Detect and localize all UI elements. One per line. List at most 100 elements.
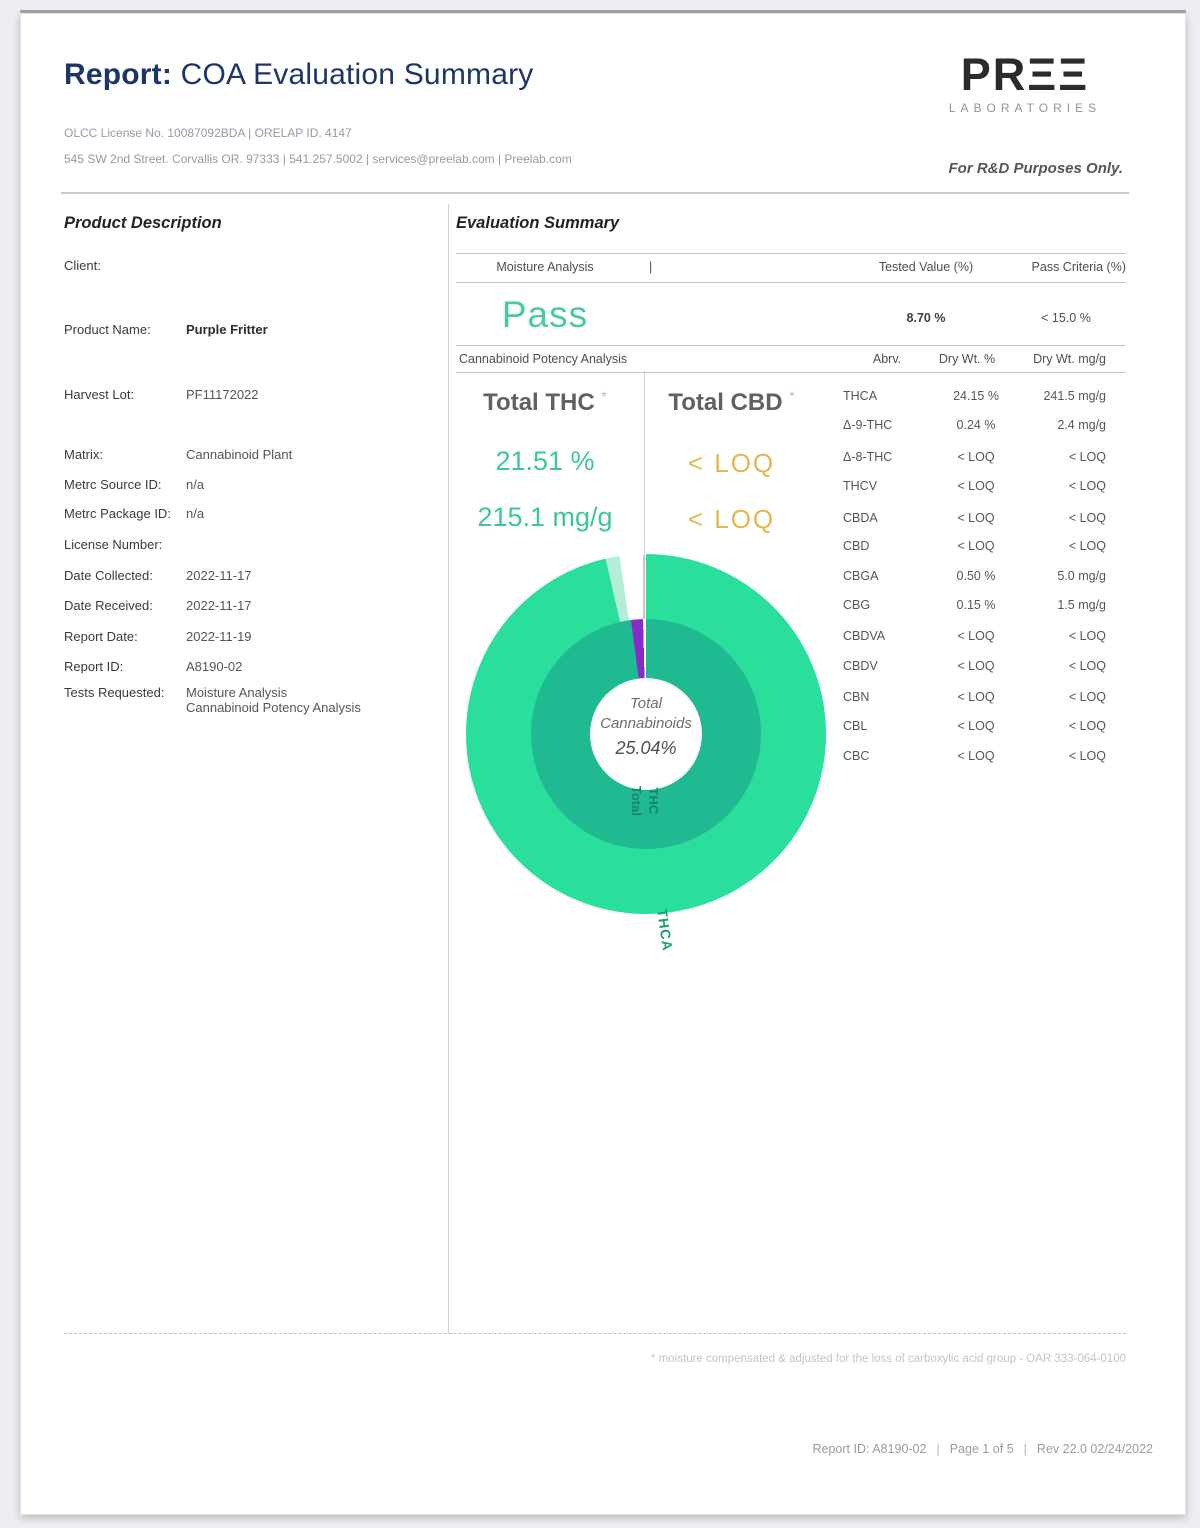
thc-asterisk: * bbox=[601, 388, 607, 404]
table-row-cbc: CBC < LOQ < LOQ bbox=[843, 749, 1106, 769]
moisture-tested-value: 8.70 % bbox=[906, 311, 946, 325]
column-divider bbox=[448, 204, 449, 1333]
page-title-rest: COA Evaluation Summary bbox=[172, 58, 534, 91]
table-row-cbda: CBDA < LOQ < LOQ bbox=[843, 511, 1106, 531]
cannabinoid-mgg: 5.0 mg/g bbox=[1057, 569, 1106, 583]
total-thc-percent: 21.51 % bbox=[495, 446, 595, 476]
product-description-heading: Product Description bbox=[64, 214, 222, 232]
total-cbd-mgg: < LOQ bbox=[687, 504, 776, 534]
lab-logo: PRΞΞ LABORATORIES bbox=[919, 52, 1131, 115]
cannabinoid-mgg: < LOQ bbox=[1068, 690, 1106, 704]
license-line: OLCC License No. 10087092BDA | ORELAP ID… bbox=[64, 126, 352, 140]
cannabinoid-pct: < LOQ bbox=[957, 659, 995, 673]
cannabinoid-mgg: 2.4 mg/g bbox=[1057, 418, 1106, 432]
report-page: Report: COA Evaluation Summary OLCC Lice… bbox=[20, 13, 1186, 1515]
field-harvest-lot: Harvest Lot: PF11172022 bbox=[64, 387, 259, 402]
cannabinoid-pct: 24.15 % bbox=[953, 389, 999, 403]
total-cannabinoids-value: 25.04% bbox=[615, 737, 677, 758]
cannabinoid-pct: < LOQ bbox=[957, 479, 995, 493]
footer-page-number: Page 1 of 5 bbox=[949, 1442, 1014, 1456]
cannabinoid-mgg: < LOQ bbox=[1068, 539, 1106, 553]
potency-col-dry-pct: Dry Wt. % bbox=[938, 352, 996, 366]
bottom-dashed-divider bbox=[64, 1333, 1126, 1334]
header-divider bbox=[61, 192, 1129, 194]
moisture-header-border bbox=[456, 282, 1126, 283]
donut-inner-ring-label: Total THC bbox=[629, 785, 661, 816]
table-row-cbga: CBGA 0.50 % 5.0 mg/g bbox=[843, 569, 1106, 589]
field-report-id: Report ID: A8190-02 bbox=[64, 659, 243, 674]
cannabinoid-pct: < LOQ bbox=[957, 690, 995, 704]
table-row-thcv: THCV < LOQ < LOQ bbox=[843, 479, 1106, 499]
page-title-prefix: Report: bbox=[64, 58, 173, 91]
table-row-d8thc: Δ-8-THC < LOQ < LOQ bbox=[843, 450, 1106, 470]
potency-section-label: Cannabinoid Potency Analysis bbox=[459, 352, 628, 366]
page-footer: Report ID: A8190-02 | Page 1 of 5 | Rev 22.0… bbox=[812, 1442, 1154, 1456]
cannabinoid-mgg: < LOQ bbox=[1068, 629, 1106, 643]
lab-logo-subtext: LABORATORIES bbox=[948, 101, 1102, 115]
cannabinoid-mgg: < LOQ bbox=[1068, 511, 1106, 525]
field-client: Client: bbox=[64, 258, 101, 273]
total-cbd-percent: < LOQ bbox=[687, 448, 776, 478]
table-row-cbl: CBL < LOQ < LOQ bbox=[843, 719, 1106, 739]
cannabinoid-mgg: 1.5 mg/g bbox=[1057, 598, 1106, 612]
total-cbd-heading: Total CBD * bbox=[668, 388, 795, 416]
page-title: Report: COA Evaluation Summary bbox=[64, 58, 533, 92]
cannabinoid-pct: < LOQ bbox=[957, 539, 995, 553]
field-product-name: Product Name: Purple Fritter bbox=[64, 322, 268, 337]
cannabinoid-abbr: CBGA bbox=[843, 569, 879, 583]
cannabinoid-pct: < LOQ bbox=[957, 629, 995, 643]
potency-col-dry-mgg: Dry Wt. mg/g bbox=[1033, 352, 1106, 366]
total-thc-heading: Total THC * bbox=[483, 388, 607, 416]
field-metrc-source-id: Metrc Source ID: n/a bbox=[64, 477, 205, 492]
cannabinoid-abbr: THCV bbox=[843, 479, 878, 493]
cannabinoid-mgg: < LOQ bbox=[1068, 749, 1106, 763]
evaluation-summary-heading: Evaluation Summary bbox=[456, 214, 620, 232]
field-metrc-package-id: Metrc Package ID: n/a bbox=[64, 506, 205, 521]
moisture-separator: | bbox=[649, 260, 653, 274]
cannabinoid-pct: 0.24 % bbox=[956, 418, 996, 432]
moisture-pass-criteria: < 15.0 % bbox=[1041, 311, 1091, 325]
cannabinoid-abbr: CBN bbox=[843, 690, 870, 704]
cannabinoid-abbr: CBG bbox=[843, 598, 871, 612]
table-row-cbn: CBN < LOQ < LOQ bbox=[843, 690, 1106, 710]
field-matrix: Matrix: Cannabinoid Plant bbox=[64, 447, 293, 462]
cannabinoid-abbr: CBDA bbox=[843, 511, 878, 525]
cannabinoid-abbr: Δ-9-THC bbox=[843, 418, 893, 432]
moisture-table-top-border bbox=[456, 253, 1126, 254]
lab-logo-wordmark: PRΞΞ bbox=[960, 49, 1090, 100]
field-date-received: Date Received: 2022-11-17 bbox=[64, 598, 252, 613]
cannabinoid-pct: < LOQ bbox=[957, 450, 995, 464]
table-row-cbdv: CBDV < LOQ < LOQ bbox=[843, 659, 1106, 679]
cannabinoid-abbr: CBL bbox=[843, 719, 868, 733]
cannabinoid-pct: 0.15 % bbox=[956, 598, 996, 612]
cannabinoid-abbr: Δ-8-THC bbox=[843, 450, 893, 464]
rd-purposes-note: For R&D Purposes Only. bbox=[948, 160, 1123, 177]
footer-revision: Rev 22.0 02/24/2022 bbox=[1036, 1442, 1153, 1456]
cbd-asterisk: * bbox=[789, 388, 795, 404]
potency-col-abrv: Abrv. bbox=[872, 352, 902, 366]
cannabinoid-abbr: CBDVA bbox=[843, 629, 886, 643]
donut-center-label: Total Cannabinoids 25.04% bbox=[566, 694, 726, 760]
scan-divider-line bbox=[643, 555, 645, 619]
moisture-section-label: Moisture Analysis bbox=[496, 260, 594, 274]
table-row-cbdva: CBDVA < LOQ < LOQ bbox=[843, 629, 1106, 649]
table-row-cbg: CBG 0.15 % 1.5 mg/g bbox=[843, 598, 1106, 618]
total-thc-mgg: 215.1 mg/g bbox=[477, 502, 613, 532]
field-tests-requested: Tests Requested: Moisture Analysis Canna… bbox=[64, 685, 361, 715]
cannabinoid-pct: < LOQ bbox=[957, 749, 995, 763]
cannabinoid-mgg: < LOQ bbox=[1068, 479, 1106, 493]
moisture-col-tested: Tested Value (%) bbox=[878, 260, 974, 274]
moisture-col-criteria: Pass Criteria (%) bbox=[1031, 260, 1126, 274]
moisture-row-border bbox=[456, 345, 1126, 346]
cannabinoid-mgg: < LOQ bbox=[1068, 450, 1106, 464]
cannabinoid-abbr: CBD bbox=[843, 539, 870, 553]
footer-report-id: Report ID: A8190-02 bbox=[812, 1442, 927, 1456]
cannabinoid-abbr: CBC bbox=[843, 749, 870, 763]
potency-header-border bbox=[456, 372, 1126, 373]
cannabinoid-abbr: THCA bbox=[843, 389, 878, 403]
cannabinoid-mgg: < LOQ bbox=[1068, 719, 1106, 733]
donut-hole bbox=[590, 678, 702, 790]
moisture-footnote: * moisture compensated & adjusted for th… bbox=[651, 1353, 1126, 1365]
moisture-result: Pass bbox=[501, 294, 589, 335]
cannabinoid-mgg: < LOQ bbox=[1068, 659, 1106, 673]
